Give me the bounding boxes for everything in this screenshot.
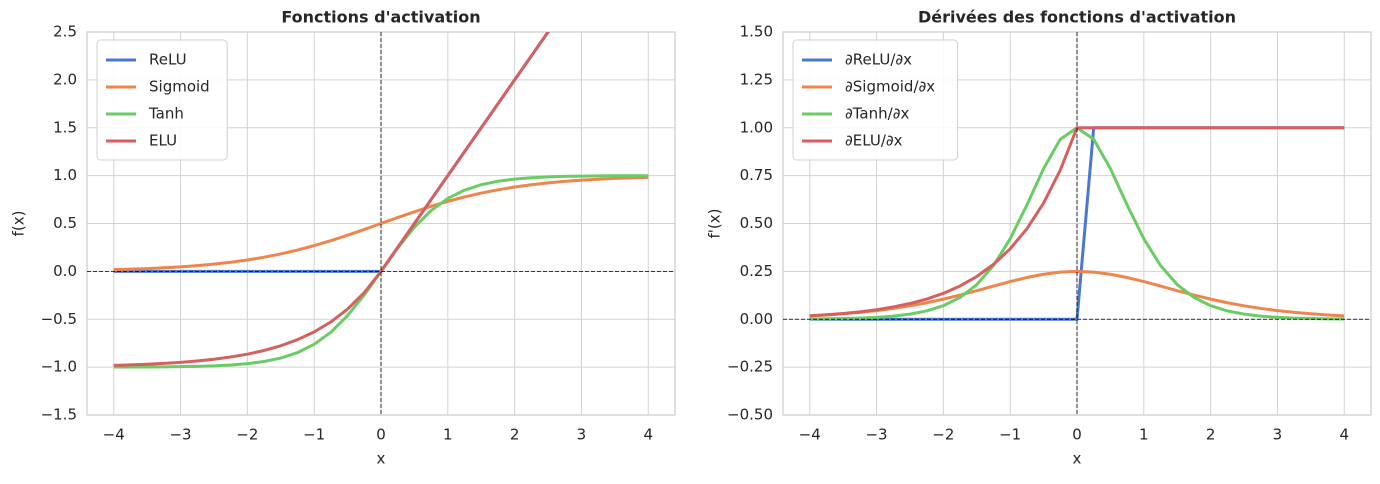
x-tick-label: 3 <box>1273 426 1283 444</box>
x-tick-label: 3 <box>577 426 587 444</box>
legend-label: ReLU <box>149 51 187 69</box>
y-tick-label: 1.25 <box>740 70 773 88</box>
x-tick-label: 0 <box>1072 426 1082 444</box>
y-tick-label: 0.50 <box>740 214 773 232</box>
x-axis-label: x <box>377 450 386 468</box>
legend-label: Sigmoid <box>149 78 210 96</box>
y-tick-label: 1.5 <box>53 118 77 136</box>
x-tick-label: 1 <box>443 426 453 444</box>
y-tick-label: −0.5 <box>41 310 77 328</box>
legend-box <box>96 39 228 161</box>
y-tick-label: −1.5 <box>41 406 77 424</box>
legend-label: Tanh <box>148 105 184 123</box>
x-tick-label: −1 <box>999 426 1021 444</box>
y-tick-label: 2.5 <box>53 23 77 41</box>
y-axis-label: f'(x) <box>706 209 724 239</box>
y-tick-label: 0.0 <box>53 262 77 280</box>
y-tick-label: 2.0 <box>53 70 77 88</box>
x-tick-label: 2 <box>1206 426 1216 444</box>
x-tick-label: 2 <box>510 426 520 444</box>
x-tick-label: 1 <box>1139 426 1149 444</box>
series-line <box>113 175 649 272</box>
legend-box <box>792 39 959 161</box>
y-tick-label: 0.00 <box>740 310 773 328</box>
axes: −0.50 −0.25 0.00 0.25 0.50 0.75 1.00 1.25 1.50 −4… <box>706 8 1372 468</box>
x-tick-label: −2 <box>236 426 258 444</box>
y-tick-label: 0.25 <box>740 262 773 280</box>
y-tick-label: 1.0 <box>53 166 77 184</box>
y-tick-label: 1.00 <box>740 118 773 136</box>
x-tick-label: −3 <box>169 426 191 444</box>
legend-label: ∂ReLU/∂x <box>845 51 912 69</box>
series-line <box>809 269 1345 318</box>
legend-label: ELU <box>149 132 177 150</box>
y-tick-label: −0.25 <box>727 358 773 376</box>
axes: −1.5 −1.0 −0.5 0.0 0.5 1.0 1.5 2.0 2.5 −4 −3 −2 −1 0 1… <box>10 8 676 468</box>
y-tick-label: −1.0 <box>41 358 77 376</box>
x-tick-label: −3 <box>865 426 887 444</box>
y-tick-label: −0.50 <box>727 406 773 424</box>
chart-title: Fonctions d'activation <box>281 8 480 27</box>
x-tick-label: −4 <box>799 426 821 444</box>
y-tick-label: 0.75 <box>740 166 773 184</box>
chart-title: Dérivées des fonctions d'activation <box>918 8 1236 27</box>
legend-label: ∂Tanh/∂x <box>845 105 909 123</box>
x-tick-label: −4 <box>103 426 125 444</box>
y-tick-label: 0.5 <box>53 214 77 232</box>
series-line <box>809 126 1345 318</box>
y-axis-label: f(x) <box>10 211 28 237</box>
y-tick-label: 1.50 <box>740 23 773 41</box>
legend-label: ∂ELU/∂x <box>845 132 903 150</box>
x-tick-label: 4 <box>643 426 653 444</box>
x-tick-label: 0 <box>376 426 386 444</box>
x-axis-label: x <box>1073 450 1082 468</box>
x-tick-label: −1 <box>303 426 325 444</box>
x-tick-label: 4 <box>1339 426 1349 444</box>
x-tick-label: −2 <box>932 426 954 444</box>
legend-label: ∂Sigmoid/∂x <box>845 78 935 96</box>
